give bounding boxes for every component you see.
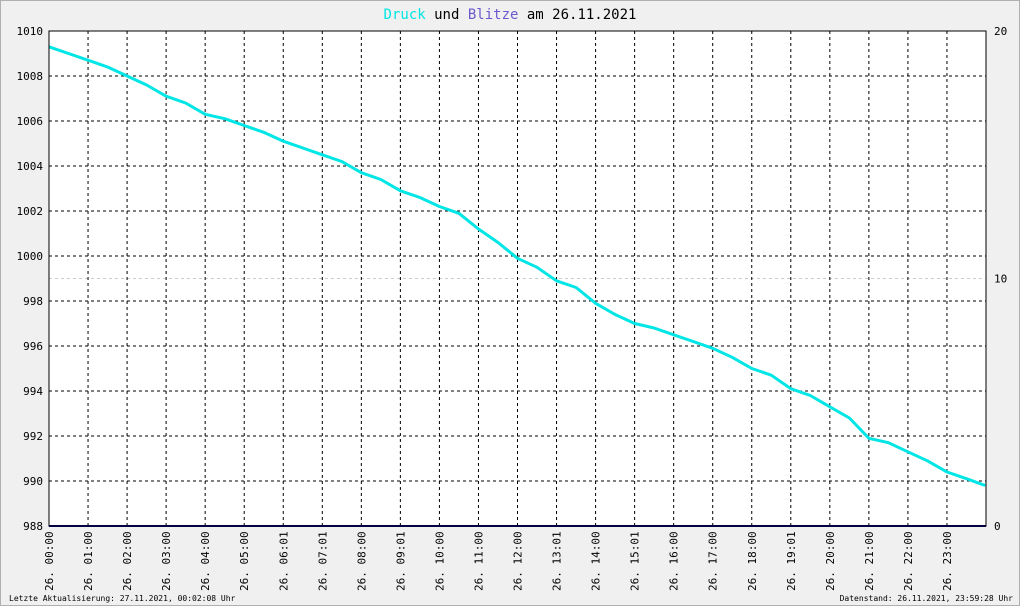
x-tick-label: 26. 15:01: [629, 531, 642, 591]
x-tick-label: 26. 23:00: [941, 531, 954, 591]
title-date: am 26.11.2021: [518, 7, 636, 23]
x-tick-label: 26. 02:00: [121, 531, 134, 591]
title-blitze: Blitze: [468, 7, 519, 23]
y-tick-label-left: 990: [23, 475, 43, 488]
x-tick-label: 26. 11:00: [472, 531, 485, 591]
x-tick-label: 26. 07:01: [316, 531, 329, 591]
x-tick-label: 26. 13:01: [551, 531, 564, 591]
x-tick-label: 26. 19:01: [785, 531, 798, 591]
y-tick-label-left: 1006: [17, 115, 44, 128]
title-und: und: [426, 7, 468, 23]
x-tick-label: 26. 05:00: [238, 531, 251, 591]
x-tick-label: 26. 01:00: [82, 531, 95, 591]
y-tick-label-left: 994: [23, 385, 43, 398]
y-tick-label-right: 20: [994, 25, 1007, 38]
x-tick-label: 26. 08:00: [355, 531, 368, 591]
y-tick-label-left: 998: [23, 295, 43, 308]
y-tick-label-left: 992: [23, 430, 43, 443]
y-tick-label-left: 1002: [17, 205, 44, 218]
chart-title: Druck und Blitze am 26.11.2021: [384, 7, 637, 23]
plot-border: [48, 30, 987, 527]
y-tick-label-left: 996: [23, 340, 43, 353]
x-tick-label: 26. 09:01: [394, 531, 407, 591]
x-tick-label: 26. 16:00: [668, 531, 681, 591]
x-tick-label: 26. 03:00: [160, 531, 173, 591]
x-tick-label: 26. 04:00: [199, 531, 212, 591]
x-tick-label: 26. 20:00: [824, 531, 837, 591]
x-tick-label: 26. 10:00: [433, 531, 446, 591]
x-tick-label: 26. 06:01: [277, 531, 290, 591]
y-tick-label-left: 1000: [17, 250, 44, 263]
x-tick-label: 26. 00:00: [43, 531, 56, 591]
x-tick-label: 26. 17:00: [707, 531, 720, 591]
y-tick-label-left: 1004: [17, 160, 44, 173]
x-tick-label: 26. 14:00: [590, 531, 603, 591]
y-tick-label-left: 1010: [17, 25, 44, 38]
footer-last-update: Letzte Aktualisierung: 27.11.2021, 00:02…: [9, 594, 236, 603]
y-tick-label-left: 1008: [17, 70, 44, 83]
series-line-druck: [48, 45, 986, 487]
x-tick-label: 26. 22:00: [902, 531, 915, 591]
y-tick-label-left: 988: [23, 520, 43, 533]
y-tick-label-right: 0: [994, 520, 1001, 533]
x-tick-label: 26. 18:00: [746, 531, 759, 591]
footer-data-status: Datenstand: 26.11.2021, 23:59:28 Uhr: [840, 594, 1014, 603]
y-tick-label-right: 10: [994, 273, 1007, 286]
x-tick-label: 26. 12:00: [512, 531, 525, 591]
x-tick-label: 26. 21:00: [863, 531, 876, 591]
title-druck: Druck: [384, 7, 427, 23]
